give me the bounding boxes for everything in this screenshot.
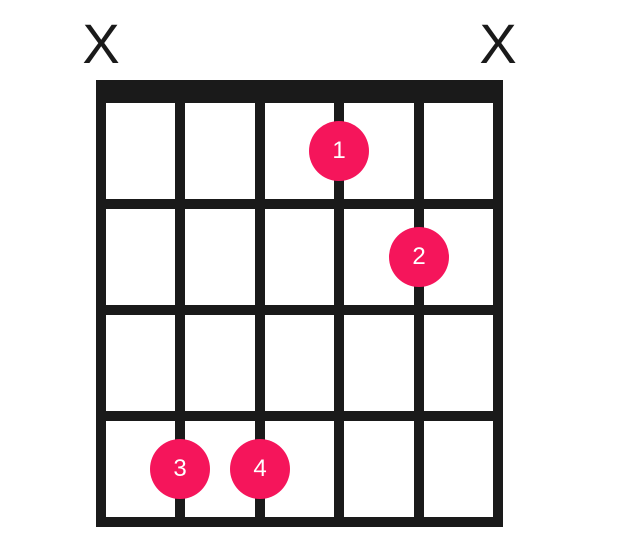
string-line-4 bbox=[414, 80, 424, 527]
finger-dot-2: 2 bbox=[389, 227, 449, 287]
mute-marker-string-5: X bbox=[479, 16, 516, 72]
finger-dot-3: 3 bbox=[150, 439, 210, 499]
chord-diagram: X X 12 34 bbox=[0, 0, 640, 560]
fret-line-2 bbox=[96, 305, 503, 315]
fret-line-0 bbox=[96, 93, 503, 103]
fret-line-4 bbox=[96, 517, 503, 527]
string-line-5 bbox=[493, 80, 503, 527]
fret-line-3 bbox=[96, 411, 503, 421]
finger-dot-1: 1 bbox=[309, 121, 369, 181]
mute-marker-string-0: X bbox=[82, 16, 119, 72]
string-line-0 bbox=[96, 80, 106, 527]
finger-dot-4: 4 bbox=[230, 439, 290, 499]
fret-line-1 bbox=[96, 199, 503, 209]
